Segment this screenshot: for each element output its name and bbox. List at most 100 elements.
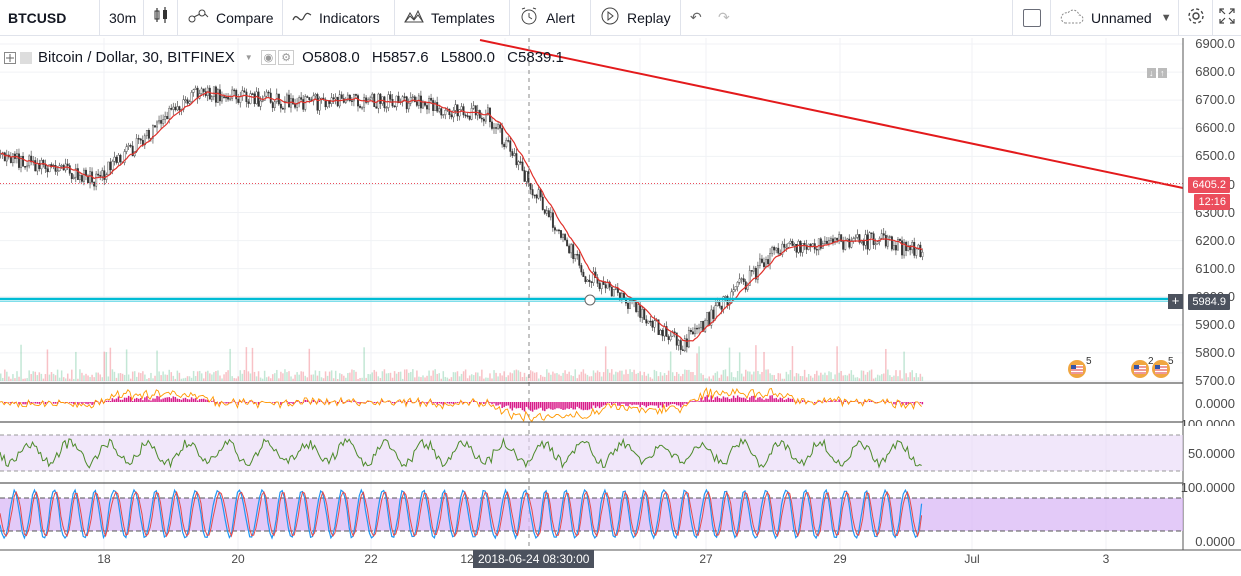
collapse-legend-icon[interactable] [4, 51, 16, 64]
candle-body [484, 114, 487, 122]
candle-body [854, 237, 857, 239]
settings-button[interactable] [1178, 0, 1212, 36]
volume-bar [883, 373, 885, 381]
volume-bar [876, 374, 879, 381]
volume-bar [680, 376, 682, 381]
candle-body [237, 98, 240, 103]
macd-histogram-bar [168, 397, 170, 402]
macd-histogram-bar [773, 398, 775, 402]
candle-body [259, 100, 262, 107]
candle-body [361, 107, 364, 109]
price-chart[interactable]: 5 2 5 [0, 38, 1241, 576]
macd-histogram-bar [499, 402, 501, 405]
volume-bar [635, 373, 637, 381]
volume-bar [470, 374, 473, 381]
crosshair-time-label: 2018-06-24 08:30:00 [473, 550, 595, 568]
volume-bar [361, 377, 363, 381]
candle-body [119, 154, 122, 163]
candle-body [789, 241, 792, 244]
volume-bar [466, 378, 469, 381]
macd-histogram-bar [452, 402, 455, 405]
volume-bar [523, 372, 526, 381]
macd-histogram-bar [105, 400, 108, 402]
candle-body [80, 175, 83, 182]
volume-bar [426, 375, 428, 381]
volume-bar [822, 374, 824, 381]
fullscreen-button[interactable] [1212, 0, 1241, 36]
multi-chart-checkbox[interactable] [1023, 9, 1041, 27]
compare-button[interactable]: Compare [178, 0, 283, 36]
interval-button[interactable]: 30m [100, 0, 144, 36]
volume-bar [227, 370, 229, 381]
time-axis-label: 22 [364, 552, 378, 566]
volume-bar [789, 369, 792, 381]
macd-histogram-bar [71, 402, 73, 404]
undo-button[interactable]: ↶ [681, 0, 709, 36]
volume-bar [434, 369, 436, 381]
volume-bar [265, 377, 268, 381]
volume-bar [856, 377, 859, 381]
save-layout-button[interactable]: Unnamed ▼ [1050, 0, 1178, 36]
candle-body [893, 245, 895, 250]
macd-histogram-bar [507, 402, 509, 406]
replay-button[interactable]: Replay [591, 0, 681, 36]
candle-body [115, 156, 118, 163]
macd-histogram-bar [617, 402, 619, 406]
volume-bar [314, 370, 317, 381]
macd-histogram-bar [432, 402, 434, 404]
stoch-axis-label-bottom: 0.0000 [1195, 534, 1235, 549]
candle-body [645, 319, 648, 324]
candle-body [107, 161, 110, 175]
candle-body [26, 165, 29, 168]
macd-histogram-bar [300, 402, 302, 403]
volume-bar [406, 369, 408, 381]
volume-bar [761, 371, 763, 381]
candle-body [38, 163, 41, 170]
macd-histogram-bar [54, 402, 57, 404]
add-alert-plus-icon[interactable]: + [1168, 294, 1183, 309]
macd-histogram-bar [156, 395, 158, 402]
symbol-search-button[interactable]: BTCUSD [0, 0, 100, 36]
candle-body [312, 95, 315, 102]
chart-style-button[interactable] [144, 0, 178, 36]
eye-icon[interactable]: ◉ [260, 50, 277, 65]
candle-body [164, 116, 167, 120]
alert-button[interactable]: Alert [510, 0, 591, 36]
volume-bar [858, 378, 861, 381]
macd-histogram-bar [759, 397, 761, 402]
candle-body [637, 304, 640, 312]
candle-body [742, 278, 745, 282]
volume-bar [450, 377, 453, 381]
chevron-down-icon[interactable]: ▼ [244, 53, 253, 62]
macd-histogram-bar [125, 397, 128, 402]
macd-histogram-bar [288, 402, 290, 404]
volume-bar [290, 376, 292, 381]
volume-bar [598, 372, 601, 381]
macd-histogram-bar [148, 399, 150, 402]
candle-body [18, 153, 20, 168]
candle-body [787, 242, 790, 248]
settings-small-icon[interactable]: ⚙ [278, 50, 295, 65]
volume-bar [712, 375, 715, 381]
volume-bar [77, 378, 79, 381]
moving-average-line [0, 91, 923, 343]
volume-bar [278, 378, 280, 381]
volume-bar [485, 377, 487, 381]
candle-body [556, 229, 558, 232]
macd-histogram-bar [554, 402, 556, 410]
volume-bar [629, 369, 631, 381]
volume-bar [44, 374, 47, 381]
macd-histogram-bar [694, 400, 696, 402]
collapse-panes-icons[interactable]: ↓ ↑ [1147, 68, 1167, 78]
macd-histogram-bar [479, 402, 481, 405]
indicators-button[interactable]: Indicators [283, 0, 395, 36]
macd-histogram-bar [296, 401, 298, 402]
redo-button[interactable]: ↷ [709, 0, 737, 36]
templates-button[interactable]: Templates [395, 0, 510, 36]
candle-body [890, 236, 893, 250]
volume-bar [546, 369, 548, 381]
volume-bar [119, 373, 122, 381]
macd-histogram-bar [718, 398, 721, 402]
symbol-title[interactable]: Bitcoin / Dollar, 30, BITFINEX [38, 49, 235, 66]
macd-histogram-bar [761, 398, 763, 402]
